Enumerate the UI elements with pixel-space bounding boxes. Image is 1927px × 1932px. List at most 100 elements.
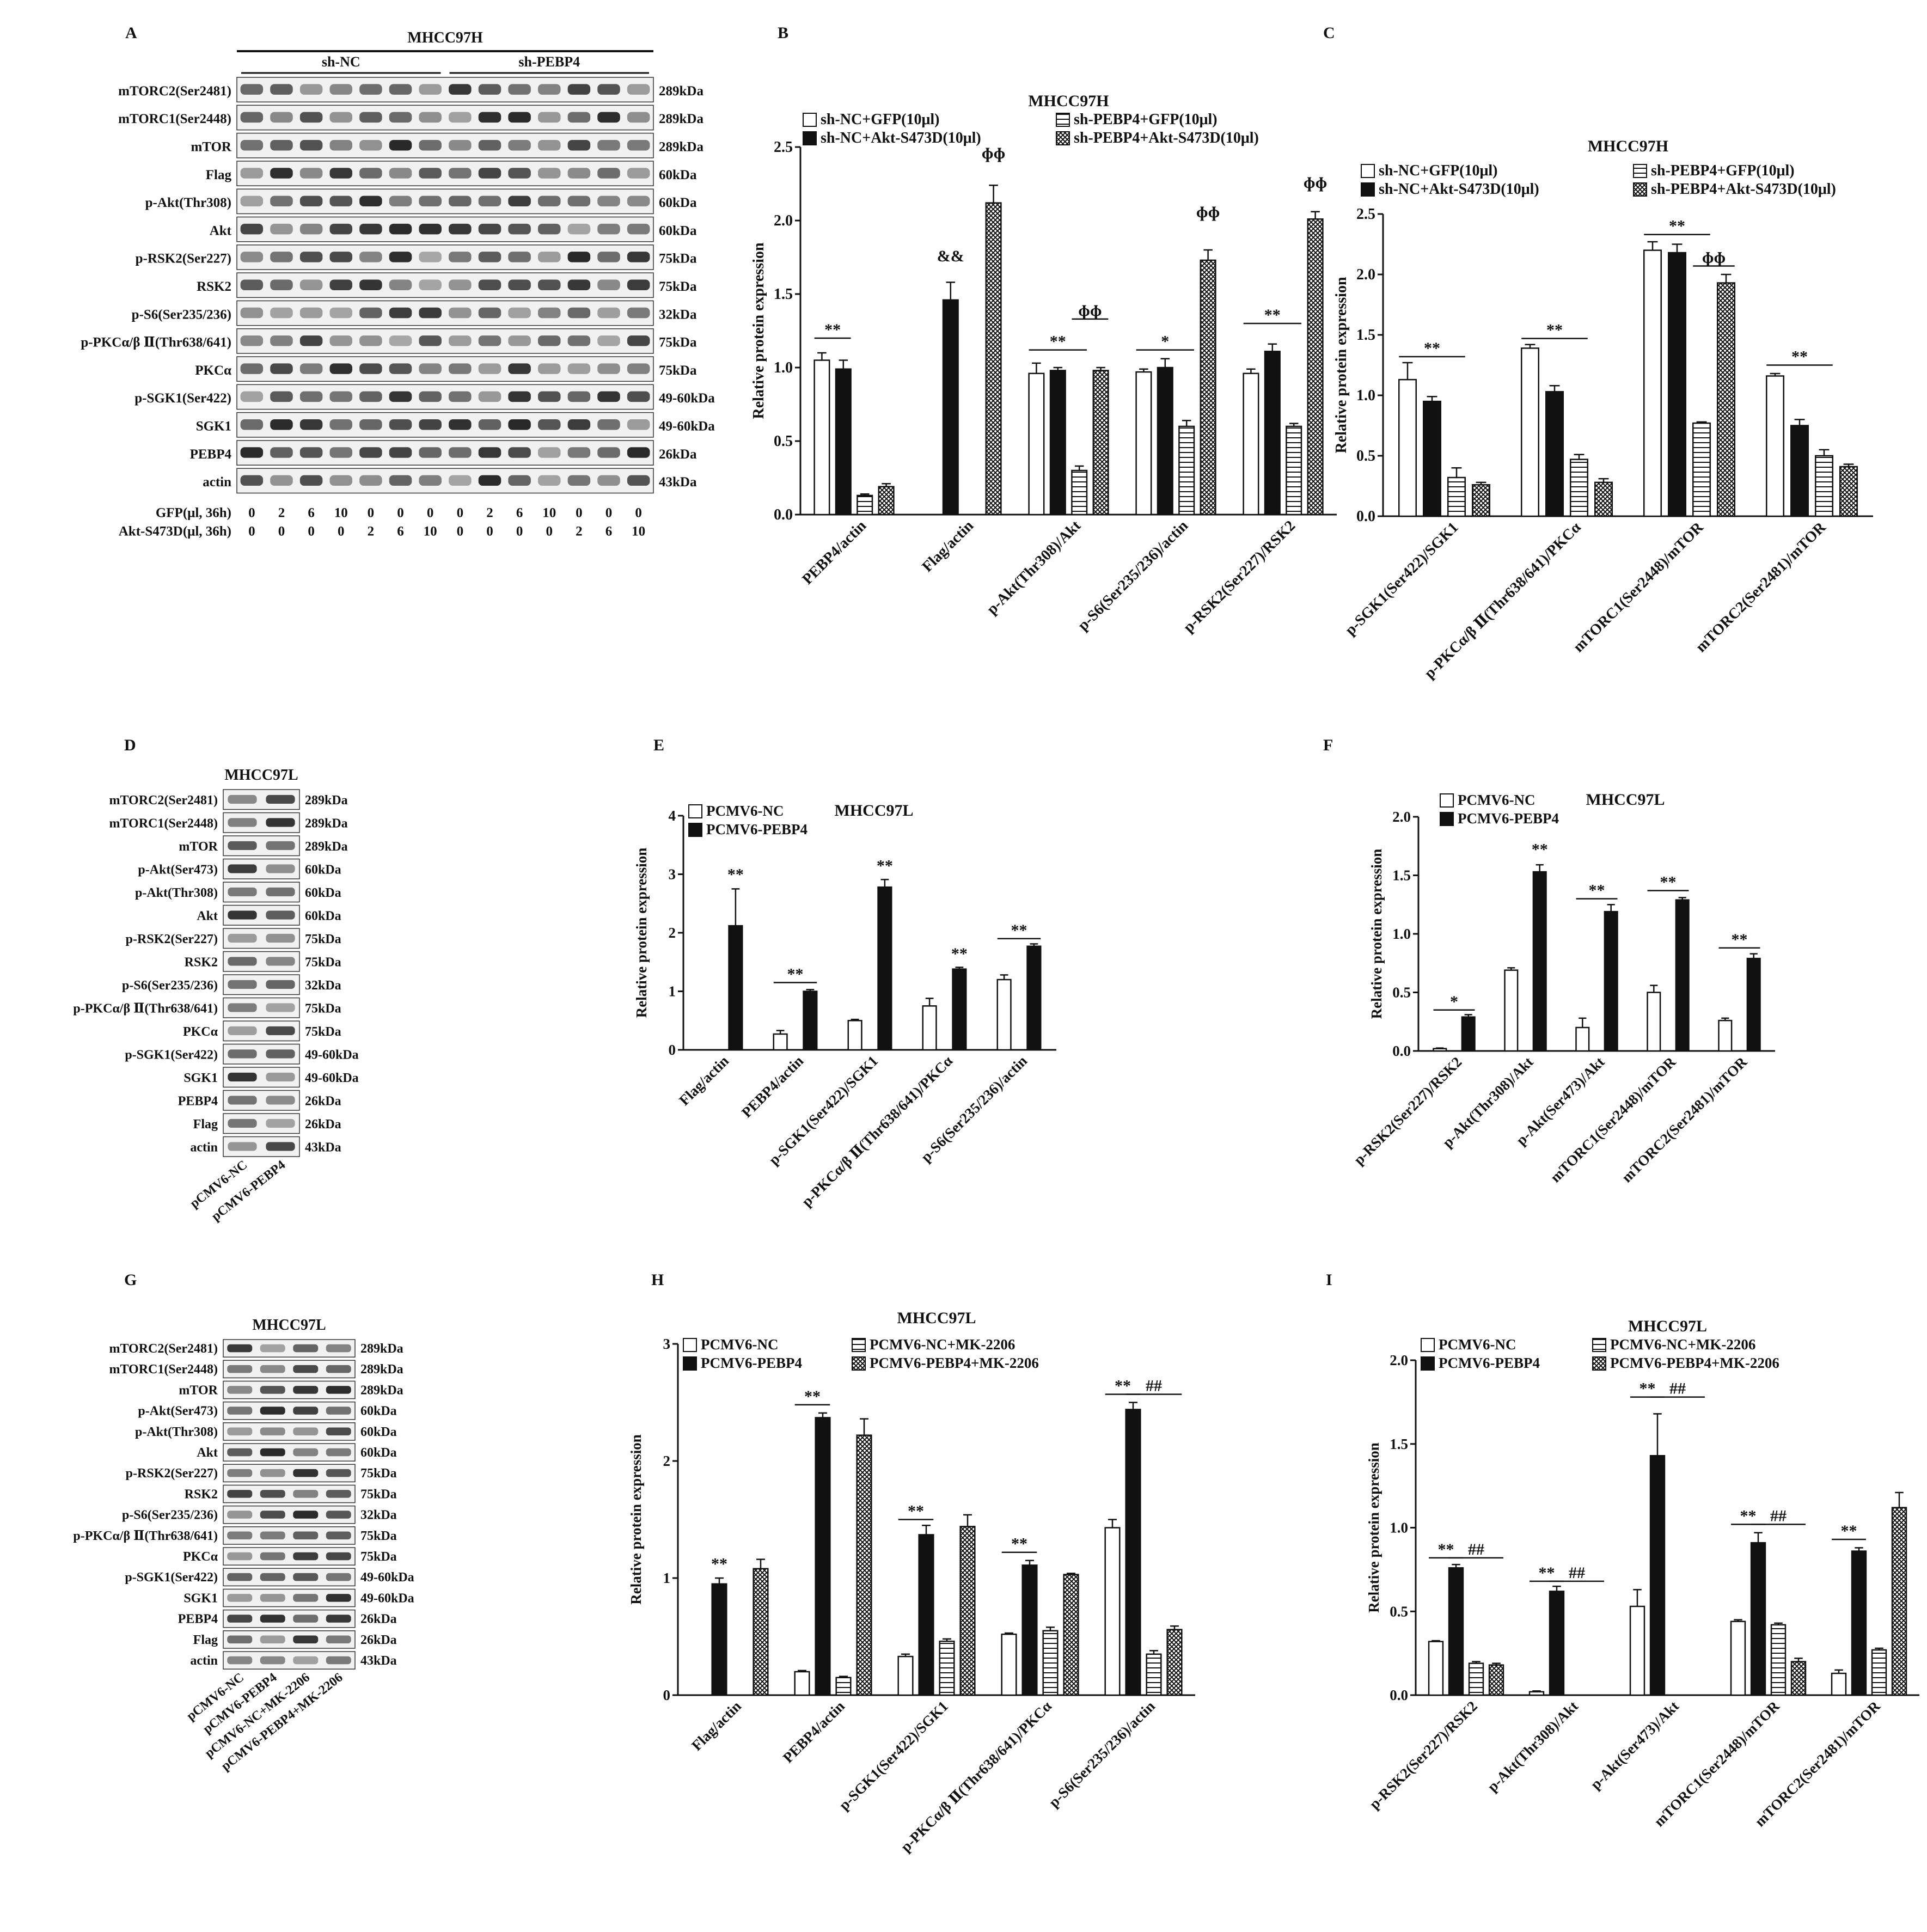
blot-band xyxy=(567,335,591,346)
blot-band xyxy=(567,84,591,95)
significance-mark: ** xyxy=(1115,1377,1131,1395)
y-tick-label: 0.5 xyxy=(1356,448,1375,464)
blot-band xyxy=(227,1531,253,1540)
blot-band xyxy=(227,1594,253,1602)
significance-mark: ** xyxy=(1546,321,1563,339)
blot-band xyxy=(240,307,264,319)
blot-band xyxy=(228,887,257,897)
blot-band xyxy=(326,1594,351,1602)
bar xyxy=(1521,347,1539,517)
kda-label: 49-60kDa xyxy=(305,1071,359,1085)
blot-band xyxy=(419,335,442,346)
blot-band xyxy=(449,112,472,123)
legend-label: sh-NC+Akt-S473D(10μl) xyxy=(1379,181,1539,198)
legend-label: sh-NC+Akt-S473D(10μl) xyxy=(821,130,981,146)
dose-value: 0 xyxy=(248,506,255,521)
y-tick-label: 0 xyxy=(669,1042,676,1058)
blot-band xyxy=(389,112,412,123)
x-tick-label: PEBP4/actin xyxy=(738,1053,806,1121)
legend-label: PCMV6-NC+MK-2206 xyxy=(870,1336,1015,1353)
row-label: p-RSK2(Ser227) xyxy=(126,1466,218,1481)
blot-band xyxy=(537,419,561,430)
legend-swatch xyxy=(1592,1338,1606,1352)
legend-label: PCMV6-NC xyxy=(701,1336,778,1353)
bar xyxy=(1629,1605,1645,1696)
blot-band xyxy=(270,223,293,235)
blot-band xyxy=(508,419,531,430)
y-tick-label: 1.0 xyxy=(1356,387,1375,404)
bar xyxy=(1528,1691,1545,1696)
blot-band xyxy=(597,307,620,319)
bar xyxy=(1488,1664,1504,1696)
bar xyxy=(1146,1653,1162,1696)
bar xyxy=(1178,425,1195,516)
blot-band xyxy=(537,139,561,151)
blot-row-frame xyxy=(236,244,654,270)
blot-band xyxy=(266,1026,295,1036)
blot-band xyxy=(266,1118,295,1128)
blot-a: MHCC97H sh-NC sh-PEBP4 mTORC2(Ser2481) 289kD… xyxy=(81,29,715,539)
row-label: mTORC1(Ser2448) xyxy=(109,1362,218,1377)
blot-band xyxy=(478,307,501,319)
bar xyxy=(1042,1630,1059,1696)
blot-band xyxy=(627,363,650,374)
blot-band xyxy=(326,1448,351,1457)
x-tick-label: Flag/actin xyxy=(919,517,977,576)
blot-row-frame xyxy=(236,468,654,494)
blot-band xyxy=(597,447,620,458)
blot-band xyxy=(567,195,591,207)
blot-band xyxy=(449,447,472,458)
y-tick-label: 2.5 xyxy=(1356,206,1375,223)
chart-e: 0 1 2 3 4 Relative protein expression MHCC97L P… xyxy=(633,802,1056,1210)
chart-title: MHCC97H xyxy=(1588,137,1668,155)
dose-label: Akt-S473D(μl, 36h) xyxy=(119,524,231,539)
bar xyxy=(1649,1455,1666,1696)
kda-label: 289kDa xyxy=(360,1362,403,1377)
kda-label: 32kDa xyxy=(659,307,697,322)
row-label: p-Akt(Thr308) xyxy=(135,886,218,900)
legend-swatch xyxy=(688,823,702,837)
blot-band xyxy=(260,1427,285,1436)
significance-mark: ** xyxy=(1669,217,1685,235)
blot-row-frame xyxy=(236,132,654,158)
blot-band xyxy=(449,335,472,346)
blot-band xyxy=(266,841,295,851)
row-label: RSK2 xyxy=(197,279,231,294)
row-label: PEBP4 xyxy=(190,447,232,462)
blot-band xyxy=(227,1635,253,1644)
significance-mark: * xyxy=(1161,333,1169,351)
blot-row-frame xyxy=(223,928,300,949)
blot-band xyxy=(478,363,501,374)
blot-band xyxy=(293,1594,319,1602)
blot-row-frame xyxy=(236,105,654,131)
blot-band xyxy=(419,112,442,123)
blot-band xyxy=(419,391,442,402)
chart-c: 0.0 0.5 1.0 1.5 2.0 2.5 Relative protein expre… xyxy=(1333,137,1873,682)
blot-band xyxy=(270,139,293,151)
bar xyxy=(1472,484,1490,517)
blot-band xyxy=(359,223,382,235)
bar xyxy=(1104,1527,1121,1696)
blot-band xyxy=(329,223,353,235)
blot-row-frame xyxy=(236,440,654,466)
bar xyxy=(1021,1564,1038,1696)
blot-band xyxy=(270,447,293,458)
blot-band xyxy=(419,419,442,430)
blot-band xyxy=(359,84,382,95)
blot-band xyxy=(449,475,472,486)
blot-row-frame xyxy=(223,1136,300,1157)
blot-band xyxy=(227,1552,253,1561)
blot-band xyxy=(266,887,295,897)
kda-label: 289kDa xyxy=(305,840,348,854)
bar xyxy=(939,1640,955,1696)
bar xyxy=(1447,476,1466,517)
row-label: p-S6(Ser235/236) xyxy=(122,979,218,993)
bar xyxy=(1790,425,1809,517)
kda-label: 60kDa xyxy=(659,168,697,182)
kda-label: 49-60kDa xyxy=(659,391,715,406)
blot-band xyxy=(389,279,412,290)
blot-band xyxy=(266,794,295,804)
significance-mark: ɸɸ xyxy=(1078,302,1102,320)
y-tick-label: 3 xyxy=(669,866,676,883)
